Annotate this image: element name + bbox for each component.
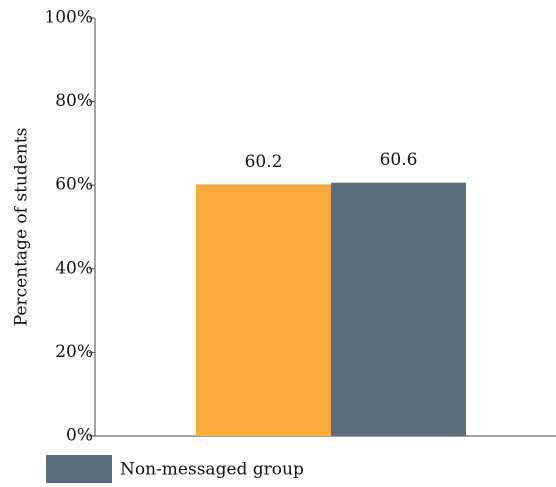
bar — [331, 182, 466, 436]
value-label: 60.6 — [380, 150, 418, 170]
y-tick-label: 0% — [66, 426, 93, 446]
y-tick-label: 80% — [55, 91, 93, 111]
bar — [196, 184, 331, 436]
y-tick-label: 20% — [55, 342, 93, 362]
y-tick-label: 60% — [55, 175, 93, 195]
legend-label: Non-messaged group — [120, 460, 304, 480]
y-tick-label: 100% — [44, 8, 93, 28]
legend-swatch — [46, 455, 112, 483]
y-tick-label: 40% — [55, 258, 93, 278]
value-label: 60.2 — [245, 152, 283, 172]
y-axis-label: Percentage of students — [12, 128, 32, 327]
